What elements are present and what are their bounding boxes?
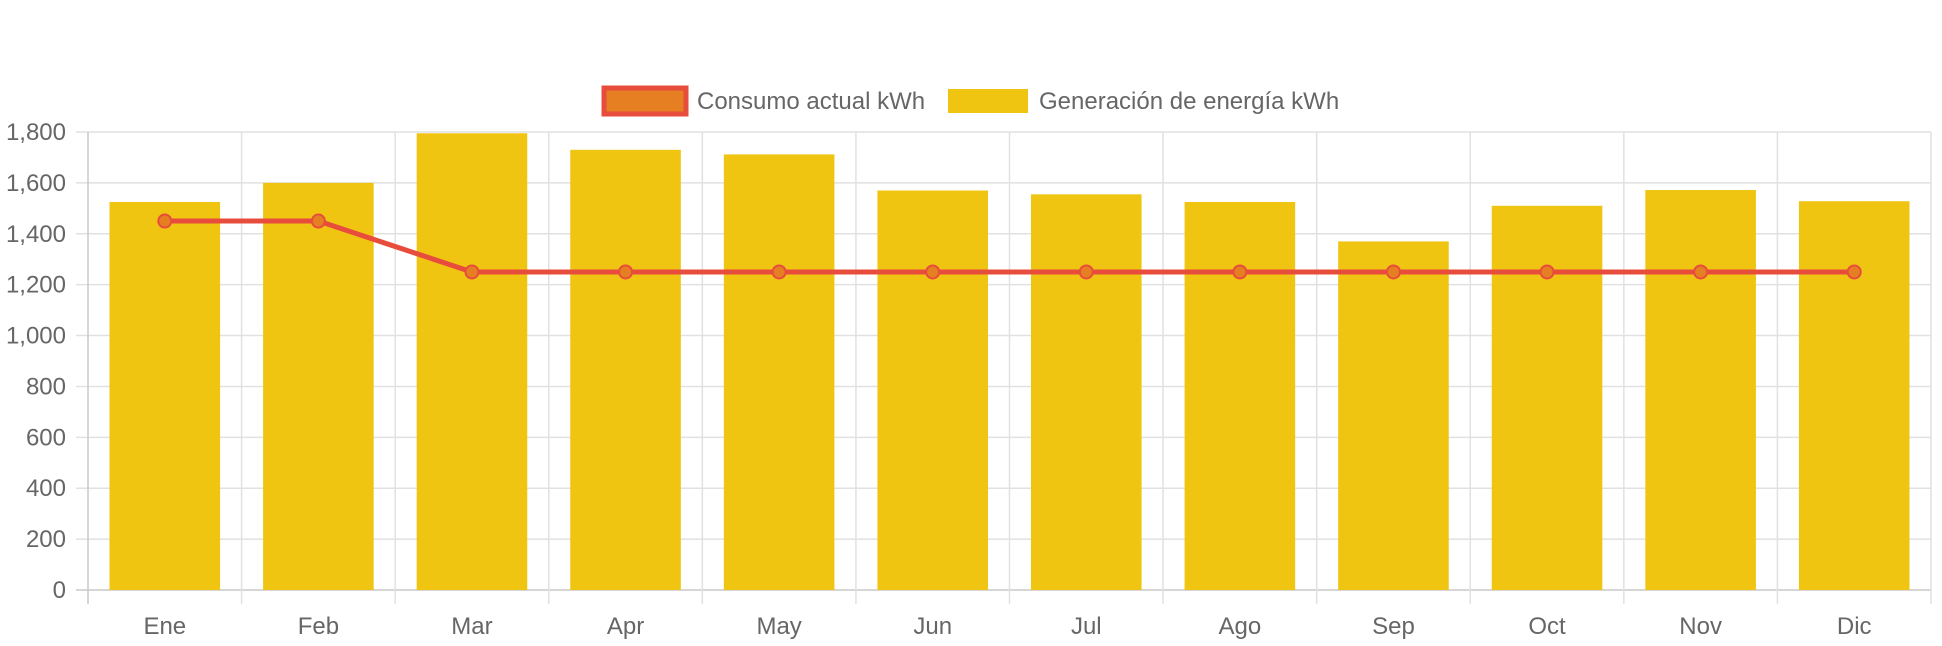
point-oct: [1539, 264, 1555, 280]
point-ene: [157, 213, 173, 229]
x-axis-labels: Ene Feb Mar Apr May Jun Jul Ago Sep Oct Nov Dic: [143, 613, 1871, 640]
y-tick-label: 200: [26, 526, 66, 553]
point-jul: [1078, 264, 1094, 280]
bar-jun: [877, 190, 988, 590]
point-mar: [464, 264, 480, 280]
bar-dic: [1798, 201, 1910, 590]
x-tick-label: Mar: [451, 613, 492, 640]
point-ago: [1232, 264, 1248, 280]
bar-ago: [1184, 201, 1296, 590]
bar-series: [109, 133, 1910, 591]
bar-sep: [1338, 241, 1449, 590]
x-tick-label: Sep: [1372, 613, 1415, 640]
point-sep: [1385, 264, 1401, 280]
legend-label-generacion[interactable]: Generación de energía kWh: [1039, 88, 1339, 115]
consumo-line: [164, 218, 1855, 275]
y-tick-label: 1,400: [6, 221, 66, 248]
legend-swatch-generacion[interactable]: [948, 89, 1028, 113]
y-tick-label: 0: [53, 577, 66, 604]
bar-oct: [1491, 205, 1603, 591]
legend-label-consumo[interactable]: Consumo actual kWh: [697, 88, 925, 115]
x-tick-label: Ene: [143, 613, 186, 640]
grid-lines: [76, 131, 1932, 604]
y-tick-label: 400: [26, 475, 66, 502]
y-tick-label: 1,000: [6, 323, 66, 350]
point-nov: [1693, 264, 1709, 280]
point-feb: [310, 213, 326, 229]
x-tick-label: Ago: [1219, 613, 1262, 640]
y-tick-label: 1,600: [6, 170, 66, 197]
y-tick-label: 800: [26, 373, 66, 400]
legend-swatch-consumo[interactable]: [601, 85, 689, 117]
chart-legend[interactable]: Consumo actual kWh Generación de energía…: [601, 85, 1339, 117]
bar-ene: [109, 201, 221, 590]
x-tick-label: Nov: [1679, 613, 1722, 640]
x-tick-label: Jul: [1071, 613, 1102, 640]
bar-nov: [1645, 190, 1756, 590]
bar-feb: [263, 182, 374, 590]
x-tick-label: Feb: [298, 613, 339, 640]
y-tick-label: 600: [26, 424, 66, 451]
x-tick-label: Apr: [607, 613, 644, 640]
x-tick-label: Dic: [1837, 613, 1872, 640]
point-jun: [925, 264, 941, 280]
x-tick-label: Oct: [1528, 613, 1566, 640]
bar-jul: [1031, 194, 1142, 591]
y-tick-label: 1,800: [6, 119, 66, 146]
bar-mar: [416, 133, 528, 590]
point-may: [771, 264, 787, 280]
bar-apr: [570, 149, 681, 591]
point-apr: [618, 264, 634, 280]
x-tick-label: May: [756, 613, 801, 640]
line-series: [157, 213, 1862, 280]
point-dic: [1846, 264, 1862, 280]
y-axis-labels: 0 200 400 600 800 1,000 1,200 1,400 1,600 1,800: [6, 119, 66, 604]
y-tick-label: 1,200: [6, 272, 66, 299]
bar-may: [723, 154, 835, 590]
x-tick-label: Jun: [913, 613, 952, 640]
